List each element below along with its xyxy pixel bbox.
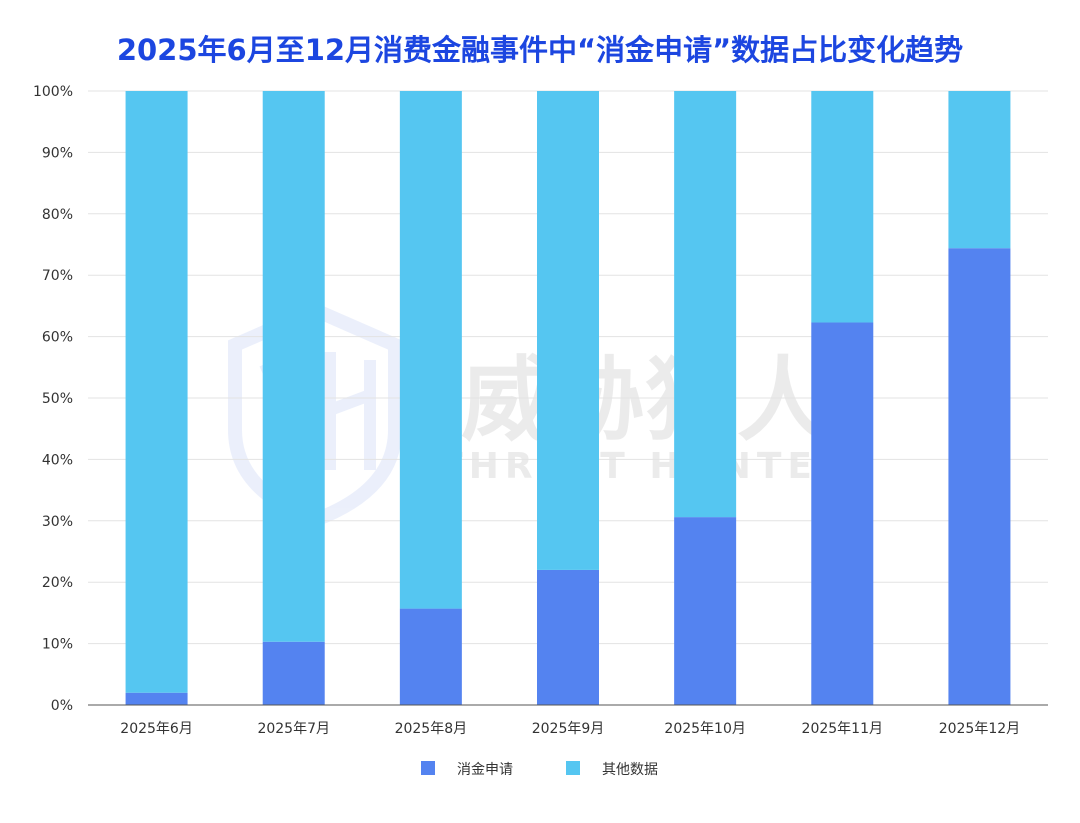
bar-segment-series-1: [262, 641, 325, 705]
legend-swatch: [421, 761, 435, 775]
x-tick-label: 2025年6月: [120, 721, 193, 737]
x-tick-label: 2025年8月: [395, 721, 468, 737]
bars: [125, 91, 1011, 705]
legend-label: 消金申请: [457, 762, 513, 778]
y-tick-label: 90%: [42, 145, 73, 161]
axes: 0% 10% 20% 30% 40% 50% 60% 70% 80% 90% 100% 2025年6月…: [33, 84, 1048, 737]
bar-segment-series-2: [948, 91, 1011, 249]
x-tick-label: 2025年10月: [664, 721, 745, 737]
bar-segment-series-2: [811, 91, 874, 323]
y-tick-label: 20%: [42, 575, 73, 591]
bar-segment-series-2: [125, 91, 188, 693]
watermark-cn-text: 威胁猎人: [461, 347, 829, 454]
bar-segment-series-2: [399, 91, 462, 609]
legend: 消金申请 其他数据: [421, 761, 658, 778]
legend-label: 其他数据: [602, 762, 658, 778]
bar-segment-series-1: [811, 322, 874, 705]
legend-swatch: [566, 761, 580, 775]
x-tick-label: 2025年11月: [802, 721, 883, 737]
x-tick-label: 2025年9月: [532, 721, 605, 737]
y-tick-label: 0%: [51, 698, 73, 714]
y-tick-label: 50%: [42, 391, 73, 407]
y-tick-label: 30%: [42, 514, 73, 530]
x-tick-label: 2025年12月: [939, 721, 1020, 737]
bar-segment-series-2: [674, 91, 737, 518]
bar-segment-series-1: [948, 248, 1011, 705]
bar-segment-series-1: [125, 692, 188, 705]
y-tick-label: 40%: [42, 452, 73, 468]
y-tick-label: 70%: [42, 268, 73, 284]
y-tick-label: 80%: [42, 207, 73, 223]
bar-segment-series-1: [399, 608, 462, 705]
bar-segment-series-2: [537, 91, 599, 570]
y-tick-label: 10%: [42, 637, 73, 653]
watermark-en-text: THREAT HUNTER: [438, 446, 852, 487]
y-tick-label: 100%: [33, 84, 73, 100]
y-tick-label: 60%: [42, 330, 73, 346]
bar-segment-series-1: [674, 517, 737, 705]
x-tick-label: 2025年7月: [257, 721, 330, 737]
bar-segment-series-2: [262, 91, 325, 642]
bar-segment-series-1: [537, 569, 599, 705]
chart-title: 2025年6月至12月消费金融事件中“消金申请”数据占比变化趋势: [116, 33, 964, 67]
